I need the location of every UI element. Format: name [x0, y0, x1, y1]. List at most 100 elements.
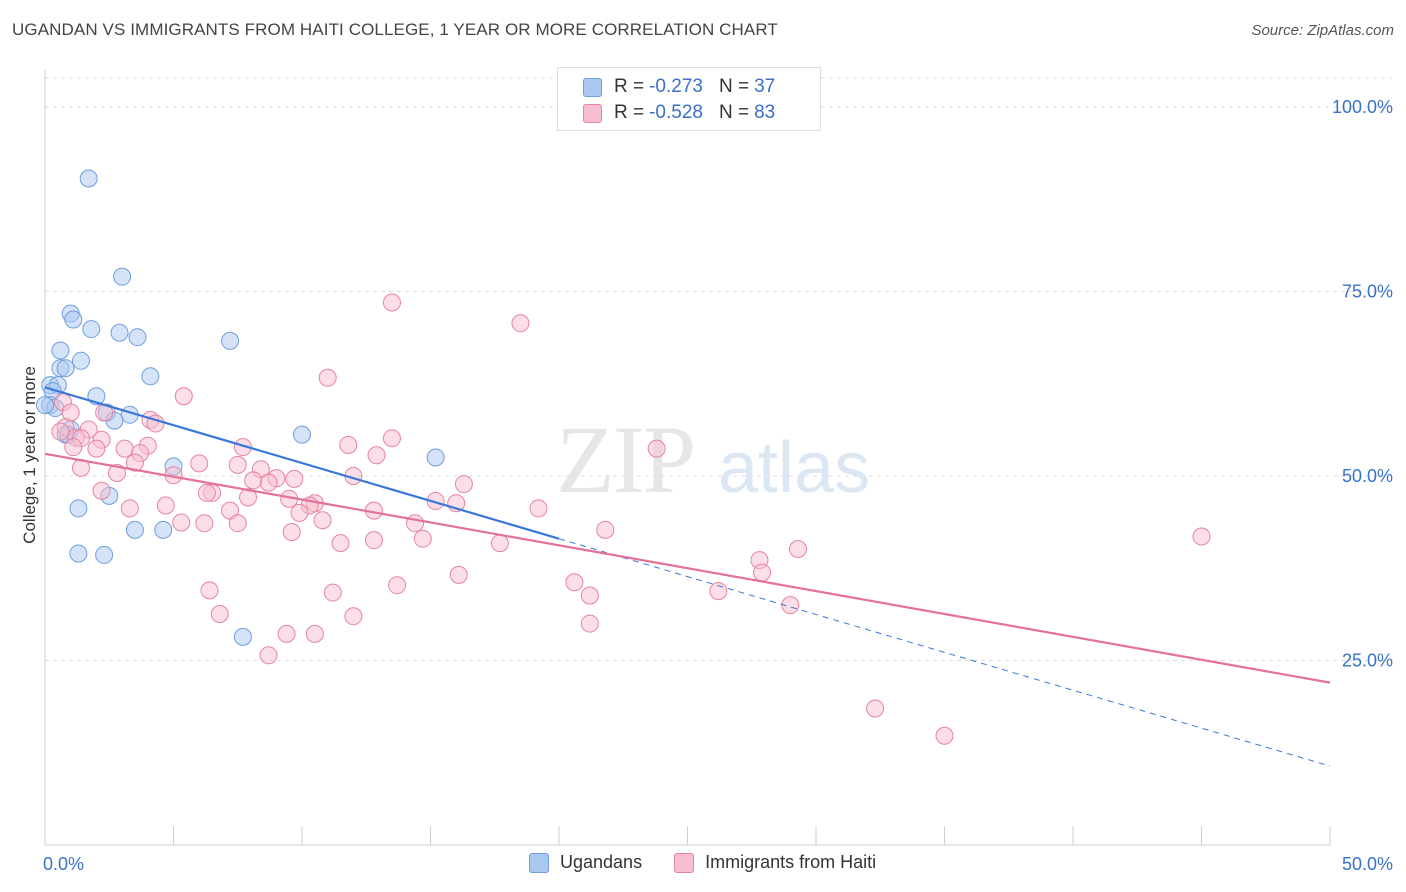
point-ugandans-19	[36, 396, 54, 415]
data-points	[36, 169, 1211, 745]
point-haiti-73	[709, 582, 728, 601]
point-haiti-17	[64, 438, 83, 457]
point-haiti-1	[511, 314, 530, 333]
point-ugandans-5	[110, 323, 129, 342]
tick-labels: 25.0% 50.0% 75.0% 100.0% 0.0% 50.0%	[43, 97, 1393, 874]
point-ugandans-4	[82, 320, 101, 339]
point-haiti-51	[120, 499, 139, 518]
point-haiti-22	[647, 439, 666, 458]
point-haiti-78	[580, 614, 599, 633]
r-value: -0.273	[649, 76, 703, 97]
point-haiti-30	[107, 464, 126, 482]
point-ugandans-31	[154, 520, 173, 539]
point-haiti-74	[580, 586, 599, 605]
legend-label-ugandans: Ugandans	[560, 852, 643, 872]
y-axis-title: College, 1 year or more	[20, 366, 39, 544]
point-ugandans-26	[293, 425, 311, 444]
point-haiti-15	[382, 429, 401, 448]
stats-legend-row-haiti: R = -0.528 N = 83	[583, 101, 775, 125]
x-tick-label-1: 50.0%	[1342, 854, 1393, 874]
point-haiti-2	[318, 368, 337, 387]
point-haiti-35	[259, 473, 278, 492]
point-haiti-16	[339, 435, 358, 454]
point-haiti-77	[344, 607, 363, 626]
trend-lines	[44, 386, 1331, 767]
point-haiti-81	[259, 646, 278, 665]
legend-swatch-ugandans	[529, 852, 549, 873]
point-ugandans-11	[56, 359, 75, 378]
chart-title: UGANDAN VS IMMIGRANTS FROM HAITI COLLEGE…	[12, 20, 778, 39]
point-haiti-34	[285, 469, 304, 488]
trend-line-ugandans	[44, 386, 560, 540]
point-haiti-18	[87, 439, 106, 458]
point-haiti-27	[228, 455, 247, 474]
point-haiti-40	[197, 483, 216, 502]
point-haiti-24	[367, 446, 386, 465]
point-haiti-64	[1192, 527, 1211, 546]
trend-line-ugandans-extrapolated	[558, 538, 1331, 767]
y-tick-label-2: 75.0%	[1342, 281, 1393, 301]
point-ugandans-30	[69, 499, 88, 518]
point-haiti-52	[290, 503, 309, 522]
point-haiti-79	[277, 624, 296, 643]
point-ugandans-1	[113, 267, 132, 286]
point-haiti-61	[364, 531, 383, 550]
point-haiti-57	[406, 514, 425, 533]
point-haiti-47	[156, 496, 175, 515]
point-haiti-55	[195, 514, 214, 533]
r-label: R =	[614, 102, 645, 123]
point-haiti-26	[190, 454, 209, 473]
point-ugandans-6	[128, 328, 147, 347]
point-ugandans-8	[51, 341, 70, 360]
trend-line-haiti	[44, 452, 1331, 684]
point-haiti-70	[388, 576, 407, 595]
stats-legend: R = -0.273 N = 37 R = -0.528 N = 83	[557, 67, 821, 131]
point-haiti-0	[382, 293, 401, 312]
legend-item-haiti[interactable]: Immigrants from Haiti	[674, 852, 876, 873]
point-ugandans-34	[95, 545, 114, 564]
y-tick-label-0: 25.0%	[1342, 650, 1393, 670]
legend-label-haiti: Immigrants from Haiti	[705, 852, 877, 872]
point-haiti-63	[490, 534, 509, 553]
source-label: Source: ZipAtlas.com	[1251, 22, 1394, 39]
legend-swatch-ugandans	[583, 77, 602, 97]
legend-swatch-haiti	[674, 852, 695, 873]
y-tick-label-1: 50.0%	[1342, 466, 1393, 486]
point-ugandans-9	[71, 351, 90, 370]
legend-swatch-haiti	[583, 103, 602, 123]
point-haiti-36	[244, 471, 263, 490]
point-haiti-43	[426, 492, 445, 511]
point-haiti-76	[210, 604, 229, 623]
y-tick-label-3: 100.0%	[1332, 97, 1393, 117]
point-haiti-60	[413, 529, 432, 548]
series-legend: Ugandans Immigrants from Haiti	[529, 852, 908, 873]
axes	[44, 70, 1331, 846]
point-haiti-25	[125, 453, 144, 472]
watermark-zip: ZIP	[556, 406, 694, 513]
point-ugandans-12	[141, 367, 160, 386]
point-haiti-38	[92, 481, 111, 500]
x-tick-label-0: 0.0%	[43, 854, 84, 874]
point-haiti-71	[200, 581, 219, 600]
point-haiti-19	[115, 439, 134, 458]
point-haiti-67	[753, 563, 772, 582]
point-ugandans-0	[79, 169, 98, 188]
point-haiti-72	[323, 583, 342, 602]
point-haiti-75	[781, 596, 800, 615]
r-value: -0.528	[649, 102, 703, 123]
point-haiti-53	[313, 511, 332, 530]
point-haiti-80	[305, 624, 324, 643]
point-haiti-83	[935, 726, 954, 745]
n-label: N =	[718, 102, 750, 123]
point-haiti-58	[596, 520, 615, 539]
point-haiti-59	[282, 523, 301, 542]
stats-legend-row-ugandans: R = -0.273 N = 37	[583, 75, 775, 99]
point-haiti-11	[51, 422, 70, 441]
point-haiti-54	[172, 513, 191, 532]
point-haiti-48	[529, 499, 548, 518]
point-haiti-56	[228, 514, 247, 533]
legend-item-ugandans[interactable]: Ugandans	[529, 852, 642, 873]
n-value: 83	[754, 102, 776, 123]
watermark-atlas: atlas	[718, 428, 870, 508]
